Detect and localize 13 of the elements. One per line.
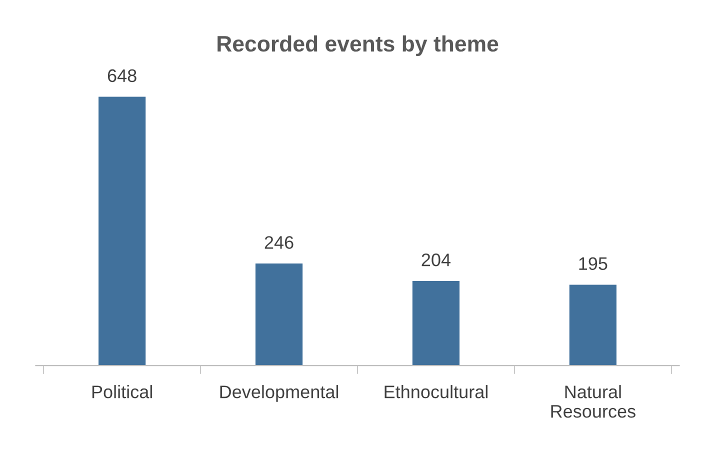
bar <box>569 284 616 366</box>
x-tick-label: Natural Resources <box>551 385 636 418</box>
x-tick-label: Political <box>92 385 152 398</box>
chart-title: Recorded events by theme <box>218 35 498 56</box>
bar <box>412 280 460 366</box>
data-label: 195 <box>579 257 608 270</box>
x-tick-label: Ethnocultural <box>384 385 488 398</box>
bar <box>98 96 146 366</box>
data-label: 204 <box>422 254 451 266</box>
x-tick-label: Developmental <box>220 385 338 402</box>
bar <box>255 264 303 366</box>
data-label: 648 <box>108 69 136 82</box>
data-label: 246 <box>264 236 294 249</box>
